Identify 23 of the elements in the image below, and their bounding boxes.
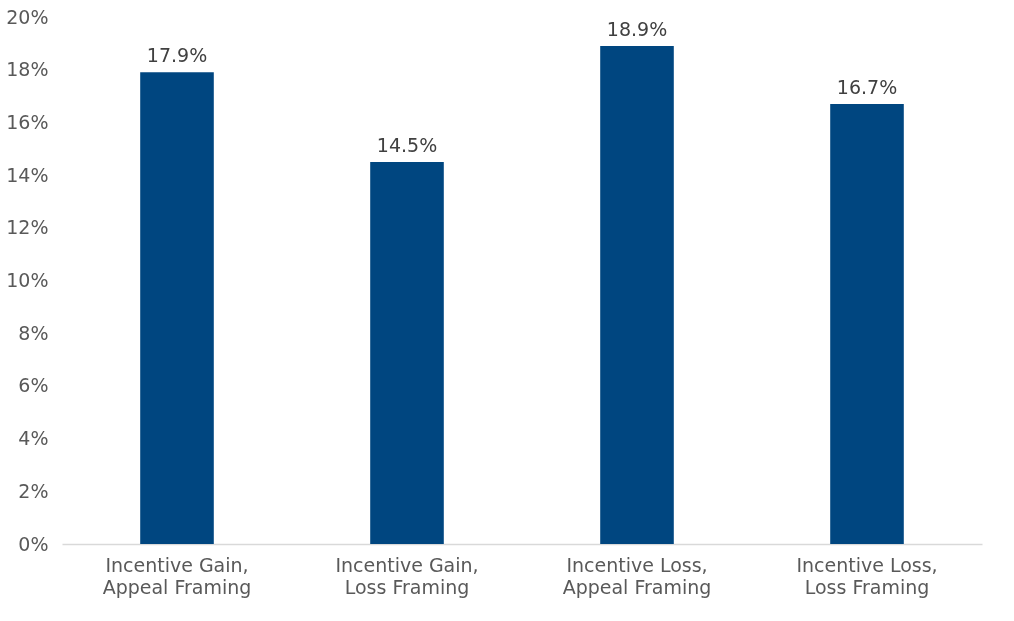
y-tick-label: 18% [6, 58, 49, 81]
y-tick-label: 4% [18, 427, 49, 450]
y-tick-label: 16% [6, 110, 49, 133]
data-label: 17.9% [146, 44, 208, 67]
data-label: 14.5% [376, 133, 438, 156]
bar [370, 161, 444, 544]
y-tick-label: 12% [6, 216, 49, 239]
bar [830, 103, 904, 544]
y-tick-label: 0% [18, 532, 49, 555]
data-label: 18.9% [606, 17, 668, 40]
x-tick-label: Incentive Loss, Loss Framing [796, 553, 938, 598]
bar [600, 45, 674, 544]
y-tick-label: 14% [6, 163, 49, 186]
y-tick-label: 10% [6, 269, 49, 291]
data-label: 16.7% [836, 75, 898, 98]
x-tick-label: Incentive Gain, Loss Framing [335, 553, 479, 598]
y-tick-label: 20% [6, 5, 49, 28]
y-tick-label: 6% [18, 374, 49, 397]
x-tick-label: Incentive Loss, Appeal Framing [562, 553, 712, 598]
bar [140, 72, 214, 544]
y-tick-label: 2% [18, 479, 49, 502]
y-tick-label: 8% [18, 321, 49, 344]
x-tick-label: Incentive Gain, Appeal Framing [102, 553, 252, 598]
